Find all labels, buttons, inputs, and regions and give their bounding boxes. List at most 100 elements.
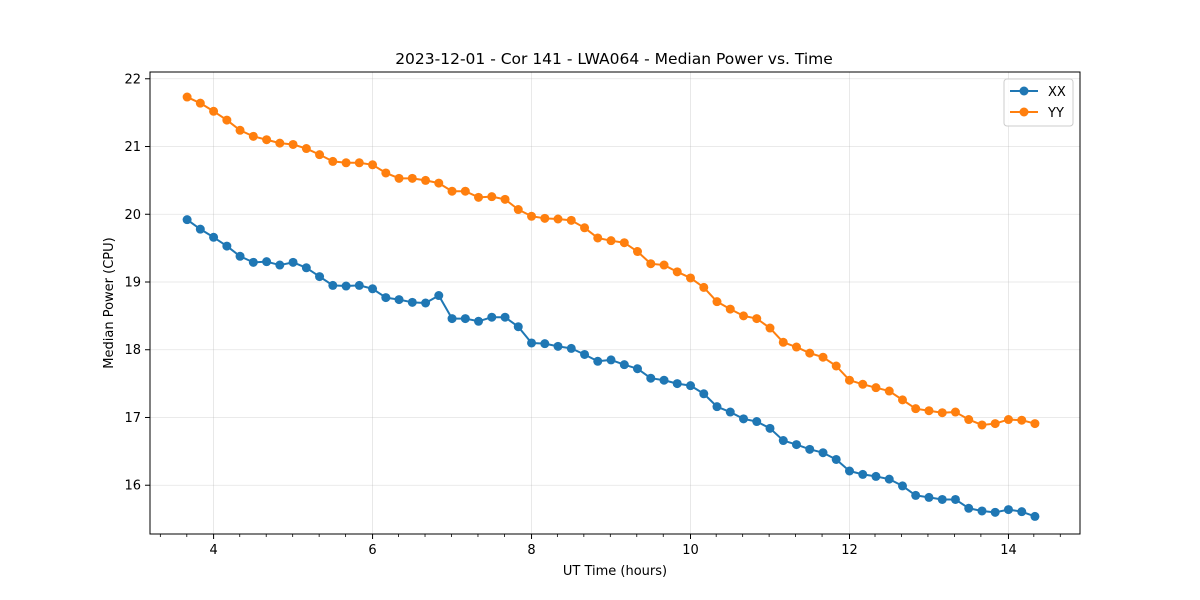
data-point-xx — [487, 312, 497, 322]
data-point-xx — [513, 322, 523, 332]
data-point-yy — [513, 205, 523, 215]
data-point-yy — [977, 420, 987, 430]
data-point-yy — [407, 173, 417, 183]
data-point-xx — [858, 469, 868, 479]
data-point-yy — [434, 178, 444, 188]
data-point-xx — [871, 471, 881, 481]
data-point-yy — [725, 304, 735, 314]
data-point-xx — [368, 284, 378, 294]
data-point-xx — [606, 355, 616, 365]
legend-label-xx: XX — [1048, 85, 1066, 100]
data-point-yy — [659, 260, 669, 270]
data-point-yy — [1030, 419, 1040, 429]
data-point-xx — [805, 444, 815, 454]
data-point-yy — [209, 106, 219, 116]
data-point-yy — [341, 158, 351, 168]
data-point-yy — [699, 282, 709, 292]
data-point-yy — [527, 211, 537, 221]
data-point-yy — [1003, 415, 1013, 425]
data-point-xx — [262, 257, 272, 267]
data-point-yy — [712, 297, 722, 307]
data-point-xx — [394, 295, 404, 305]
data-point-xx — [381, 293, 391, 303]
data-point-yy — [619, 238, 629, 248]
data-point-xx — [818, 448, 828, 458]
x-tick-label: 8 — [527, 543, 535, 558]
data-point-yy — [368, 160, 378, 170]
data-point-xx — [619, 360, 629, 370]
x-tick-label: 6 — [368, 543, 376, 558]
data-point-xx — [937, 494, 947, 504]
data-point-yy — [937, 408, 947, 418]
data-point-yy — [831, 361, 841, 371]
data-point-xx — [632, 364, 642, 374]
data-point-xx — [752, 417, 762, 427]
data-point-yy — [950, 407, 960, 417]
data-point-yy — [1017, 415, 1027, 425]
data-point-xx — [460, 314, 470, 324]
data-point-xx — [248, 257, 258, 267]
data-point-yy — [739, 311, 749, 321]
data-point-xx — [884, 474, 894, 484]
data-point-yy — [553, 214, 563, 224]
data-point-yy — [540, 213, 550, 223]
grid-lines — [150, 72, 1080, 534]
data-point-yy — [818, 352, 828, 362]
data-point-yy — [235, 125, 245, 135]
data-point-yy — [381, 168, 391, 178]
data-point-xx — [712, 402, 722, 412]
data-point-yy — [275, 138, 285, 148]
y-tick-label: 22 — [124, 72, 141, 87]
data-point-yy — [606, 236, 616, 246]
data-point-xx — [540, 339, 550, 349]
data-point-yy — [487, 192, 497, 202]
data-point-yy — [394, 173, 404, 183]
data-point-yy — [646, 259, 656, 269]
data-point-xx — [407, 297, 417, 307]
data-point-yy — [593, 233, 603, 243]
legend-label-yy: YY — [1047, 106, 1064, 121]
legend-marker-yy — [1019, 107, 1029, 117]
data-point-yy — [898, 395, 908, 405]
legend: XX YY — [1003, 78, 1074, 127]
data-point-xx — [990, 507, 1000, 517]
data-point-xx — [195, 224, 205, 234]
data-point-xx — [566, 343, 576, 353]
data-point-yy — [566, 215, 576, 225]
data-point-xx — [844, 466, 854, 476]
data-point-xx — [527, 338, 537, 348]
data-point-xx — [341, 281, 351, 291]
data-point-xx — [315, 272, 325, 282]
data-point-yy — [328, 156, 338, 166]
data-point-yy — [182, 92, 192, 102]
data-point-yy — [884, 386, 894, 396]
data-point-xx — [434, 291, 444, 301]
y-tick-label: 20 — [124, 208, 141, 223]
data-point-yy — [315, 150, 325, 160]
data-point-xx — [209, 232, 219, 242]
data-point-yy — [911, 404, 921, 414]
data-point-yy — [805, 348, 815, 358]
data-point-xx — [421, 298, 431, 308]
data-point-xx — [672, 379, 682, 389]
data-point-yy — [288, 139, 298, 149]
y-tick-label: 16 — [124, 479, 141, 494]
data-point-xx — [646, 373, 656, 383]
data-point-xx — [500, 312, 510, 322]
legend-marker-xx — [1019, 86, 1029, 96]
data-point-yy — [500, 194, 510, 204]
data-point-xx — [686, 381, 696, 391]
data-point-yy — [354, 158, 364, 168]
data-point-xx — [791, 440, 801, 450]
data-point-xx — [447, 314, 457, 324]
data-point-yy — [632, 247, 642, 257]
data-point-yy — [248, 131, 258, 141]
data-point-yy — [580, 223, 590, 233]
series-xx — [182, 215, 1040, 521]
data-point-xx — [898, 481, 908, 491]
data-point-yy — [752, 314, 762, 324]
data-point-xx — [328, 280, 338, 290]
data-point-xx — [950, 494, 960, 504]
x-tick-label: 14 — [1000, 543, 1017, 558]
chart-title: 2023-12-01 - Cor 141 - LWA064 - Median P… — [395, 50, 833, 68]
